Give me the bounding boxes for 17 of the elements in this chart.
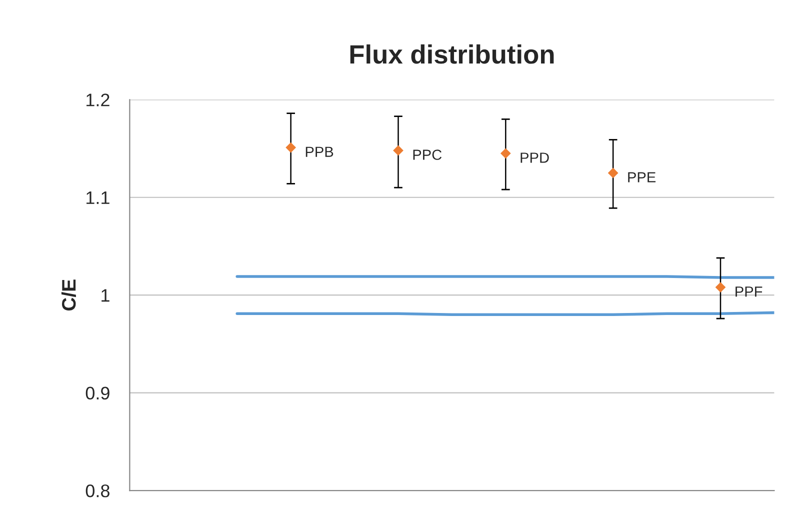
series-label: PPE: [628, 172, 656, 182]
series-label: PPB: [306, 146, 334, 157]
series-label: PPC: [413, 150, 442, 160]
point: [608, 168, 618, 178]
y-tick-label: 1.2: [86, 94, 110, 106]
point: [393, 145, 404, 156]
series-label: PPD: [520, 152, 549, 163]
y-tick-label: 1: [102, 289, 110, 302]
y-tick-label: 1.1: [86, 191, 110, 204]
point: [500, 148, 511, 159]
y-tick-label: 0.9: [86, 386, 110, 400]
y-tick-label: 0.8: [86, 484, 110, 498]
point: [715, 282, 726, 292]
series-label: PPF: [736, 286, 762, 297]
y-axis-title: C/E: [61, 280, 76, 311]
point: [286, 142, 296, 153]
chart-title: Flux distribution: [350, 44, 554, 64]
